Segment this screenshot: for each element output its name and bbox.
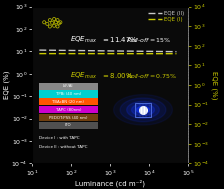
Point xyxy=(54,21,58,24)
Bar xyxy=(39,106,98,113)
Text: $\mathit{= 11.47\%}$: $\mathit{= 11.47\%}$ xyxy=(101,35,138,44)
Point xyxy=(45,22,49,25)
Point xyxy=(56,19,59,22)
Text: Device II : without TAPC: Device II : without TAPC xyxy=(39,145,87,149)
Bar xyxy=(39,98,98,105)
Bar xyxy=(39,122,98,129)
Text: $\mathit{= 8.00\%}$: $\mathit{= 8.00\%}$ xyxy=(101,71,134,80)
Bar xyxy=(39,114,98,121)
Point xyxy=(56,25,59,28)
Point xyxy=(50,21,54,24)
Text: $\mathit{Roll\text{-}off= 0.75\%}$: $\mathit{Roll\text{-}off= 0.75\%}$ xyxy=(126,72,177,80)
Point xyxy=(48,19,52,22)
Point xyxy=(52,18,56,21)
Text: TAPC (80nm): TAPC (80nm) xyxy=(56,108,81,112)
Point xyxy=(52,24,56,27)
Bar xyxy=(39,83,98,90)
Text: ITO: ITO xyxy=(65,123,72,127)
Point xyxy=(58,21,62,24)
Text: TPBi (40 nm): TPBi (40 nm) xyxy=(56,92,81,96)
Text: $\mathit{EQE_{max}}$: $\mathit{EQE_{max}}$ xyxy=(70,70,97,81)
Bar xyxy=(39,90,98,98)
Point xyxy=(48,25,52,28)
Y-axis label: EQE (%): EQE (%) xyxy=(4,71,10,99)
Text: $\mathit{Roll\text{-}off= 15\%}$: $\mathit{Roll\text{-}off= 15\%}$ xyxy=(126,36,171,43)
Text: TBAcBN (20 nm): TBAcBN (20 nm) xyxy=(52,100,84,104)
Text: $\mathit{EQE_{max}}$: $\mathit{EQE_{max}}$ xyxy=(70,34,97,45)
Text: Device I : with TAPC: Device I : with TAPC xyxy=(39,136,79,140)
Text: PEDOT:PSS (40 nm): PEDOT:PSS (40 nm) xyxy=(49,115,88,119)
Y-axis label: EQE (%): EQE (%) xyxy=(211,71,217,99)
Text: LiF/Al: LiF/Al xyxy=(63,84,73,88)
Legend: EQE (II), EQE (I): EQE (II), EQE (I) xyxy=(147,9,185,23)
Point xyxy=(42,21,46,24)
X-axis label: Luminance (cd m⁻²): Luminance (cd m⁻²) xyxy=(75,180,145,187)
Point xyxy=(57,22,61,25)
